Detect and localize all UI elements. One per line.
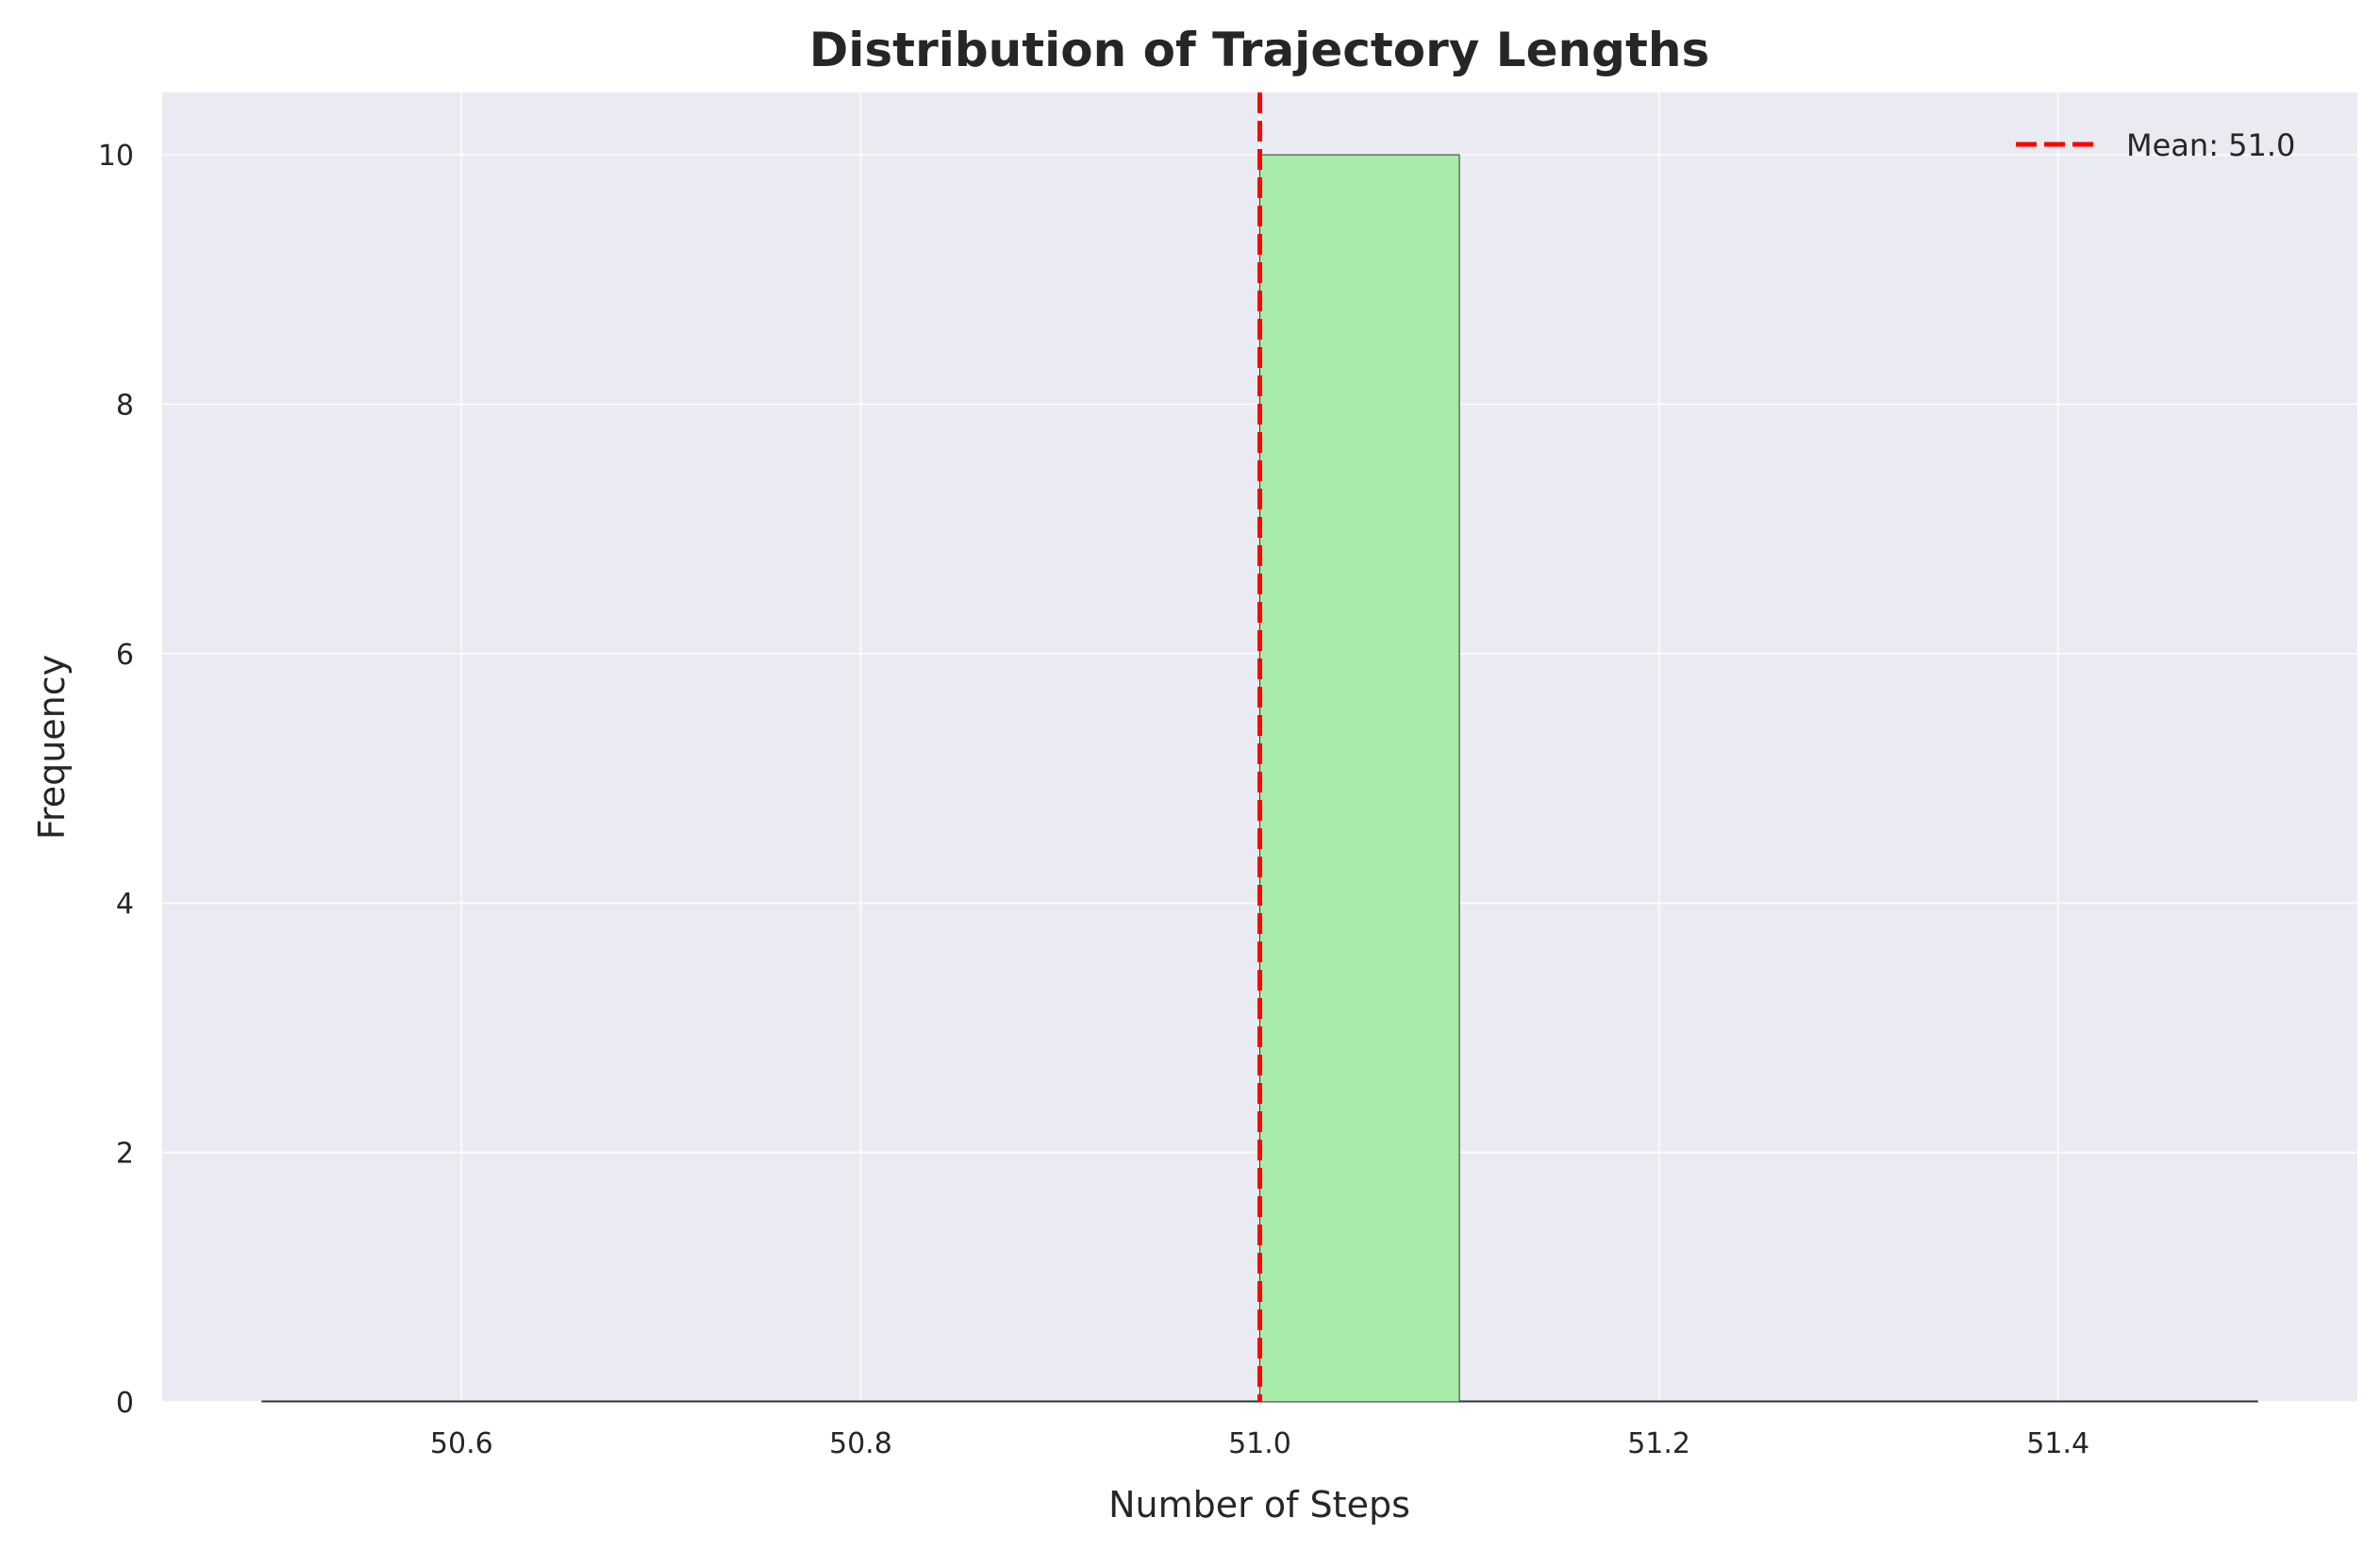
histogram-bar xyxy=(1059,1400,1261,1403)
x-axis-ticks: 50.6 50.8 51.0 51.2 51.4 xyxy=(430,1427,2089,1460)
chart-title: Distribution of Trajectory Lengths xyxy=(809,23,1709,77)
legend: Mean: 51.0 xyxy=(2016,127,2295,163)
histogram-bar xyxy=(261,1400,462,1403)
x-tick-label: 50.8 xyxy=(829,1427,892,1460)
histogram-bar xyxy=(859,1400,1061,1403)
histogram-bar xyxy=(1458,1400,1660,1403)
y-tick-label: 10 xyxy=(98,140,134,173)
x-tick-label: 50.6 xyxy=(430,1427,493,1460)
y-tick-label: 0 xyxy=(116,1387,134,1420)
y-tick-label: 6 xyxy=(116,639,134,672)
y-axis-label: Frequency xyxy=(31,655,73,840)
histogram-bar xyxy=(1857,1400,2059,1403)
y-tick-label: 8 xyxy=(116,389,134,422)
histogram-bar xyxy=(1259,154,1460,1403)
x-tick-label: 51.0 xyxy=(1228,1427,1291,1460)
legend-label-mean: Mean: 51.0 xyxy=(2126,127,2295,163)
x-tick-label: 51.4 xyxy=(2026,1427,2089,1460)
histogram-bar xyxy=(1658,1400,1859,1403)
x-axis-label: Number of Steps xyxy=(1108,1484,1410,1525)
y-tick-label: 4 xyxy=(116,888,134,921)
histogram-bars xyxy=(261,154,2258,1403)
x-tick-label: 51.2 xyxy=(1627,1427,1690,1460)
y-tick-label: 2 xyxy=(116,1138,134,1171)
histogram-bar xyxy=(660,1400,861,1403)
histogram-bar xyxy=(460,1400,662,1403)
histogram-bar xyxy=(2057,1400,2258,1403)
y-axis-ticks: 0 2 4 6 8 10 xyxy=(98,140,134,1420)
